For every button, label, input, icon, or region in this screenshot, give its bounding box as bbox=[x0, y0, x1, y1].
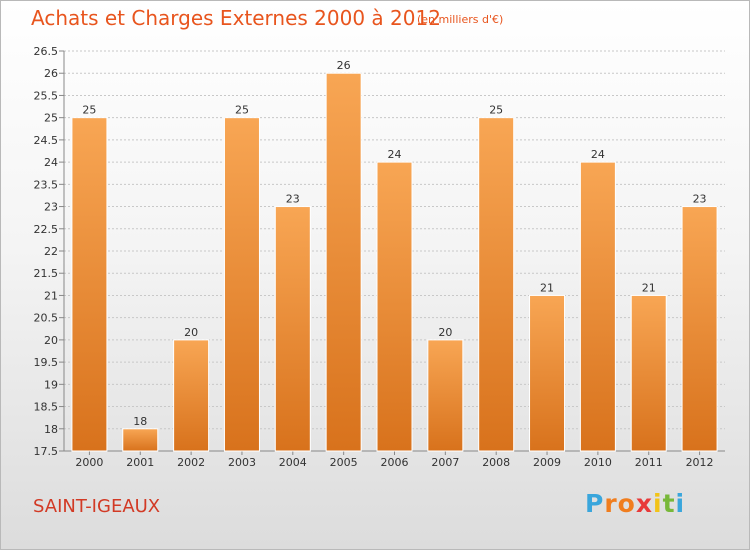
x-tick-label: 2000 bbox=[75, 456, 103, 469]
bar-value-label: 25 bbox=[82, 104, 96, 117]
chart-subtitle: (en milliers d'€) bbox=[417, 13, 504, 26]
bar-2012 bbox=[681, 206, 718, 452]
y-tick-label: 18 bbox=[44, 423, 58, 436]
bar-2001 bbox=[122, 428, 159, 452]
bar-value-label: 25 bbox=[489, 104, 503, 117]
bar-2006 bbox=[376, 161, 413, 452]
y-tick-label: 19.5 bbox=[34, 356, 59, 369]
x-tick-label: 2005 bbox=[330, 456, 358, 469]
logo-letter: o bbox=[617, 489, 636, 518]
logo-letter: t bbox=[662, 489, 676, 518]
bar-value-label: 23 bbox=[693, 193, 707, 206]
bar-value-label: 24 bbox=[388, 148, 402, 161]
bar-value-label: 20 bbox=[438, 326, 452, 339]
x-tick-label: 2002 bbox=[177, 456, 205, 469]
bar-value-label: 18 bbox=[133, 415, 147, 428]
x-tick-label: 2011 bbox=[635, 456, 663, 469]
bar-value-label: 23 bbox=[286, 193, 300, 206]
bar-2003 bbox=[223, 117, 260, 452]
bar-2011 bbox=[630, 294, 667, 452]
x-tick-label: 2009 bbox=[533, 456, 561, 469]
x-tick-label: 2004 bbox=[279, 456, 307, 469]
proxiti-logo: Proxiti bbox=[585, 489, 685, 518]
y-tick-label: 24 bbox=[44, 156, 58, 169]
bar-value-label: 20 bbox=[184, 326, 198, 339]
y-tick-label: 22.5 bbox=[34, 223, 59, 236]
logo-letter: x bbox=[635, 489, 653, 518]
bar-2005 bbox=[325, 72, 362, 452]
y-tick-label: 26 bbox=[44, 67, 58, 80]
y-tick-label: 24.5 bbox=[34, 134, 59, 147]
bar-value-label: 21 bbox=[540, 281, 554, 294]
bar-2007 bbox=[427, 339, 464, 452]
bar-value-label: 24 bbox=[591, 148, 605, 161]
bar-value-label: 26 bbox=[337, 59, 351, 72]
bar-2004 bbox=[274, 206, 311, 452]
bar-2002 bbox=[173, 339, 210, 452]
y-tick-label: 21.5 bbox=[34, 267, 59, 280]
bars bbox=[71, 72, 718, 452]
bar-value-label: 21 bbox=[642, 281, 656, 294]
y-tick-label: 23 bbox=[44, 201, 58, 214]
y-tick-label: 26.5 bbox=[34, 45, 59, 58]
y-tick-label: 19 bbox=[44, 378, 58, 391]
logo-letter: P bbox=[585, 489, 605, 518]
bar-2010 bbox=[579, 161, 616, 452]
y-tick-label: 20 bbox=[44, 334, 58, 347]
x-tick-label: 2006 bbox=[381, 456, 409, 469]
x-tick-label: 2003 bbox=[228, 456, 256, 469]
y-tick-label: 20.5 bbox=[34, 312, 59, 325]
logo-letter: r bbox=[604, 489, 618, 518]
y-tick-label: 25.5 bbox=[34, 89, 59, 102]
y-tick-label: 23.5 bbox=[34, 178, 59, 191]
x-tick-label: 2007 bbox=[431, 456, 459, 469]
y-tick-label: 25 bbox=[44, 112, 58, 125]
y-tick-label: 17.5 bbox=[34, 445, 59, 458]
chart-title: Achats et Charges Externes 2000 à 2012 bbox=[31, 6, 441, 30]
x-tick-label: 2010 bbox=[584, 456, 612, 469]
logo-letter: i bbox=[675, 489, 686, 518]
y-tick-label: 18.5 bbox=[34, 401, 59, 414]
bar-2008 bbox=[478, 117, 515, 452]
x-tick-label: 2008 bbox=[482, 456, 510, 469]
bar-2000 bbox=[71, 117, 108, 452]
y-tick-label: 21 bbox=[44, 289, 58, 302]
commune-name: SAINT-IGEAUX bbox=[33, 496, 161, 517]
x-tick-label: 2012 bbox=[686, 456, 714, 469]
bar-value-label: 25 bbox=[235, 104, 249, 117]
bar-2009 bbox=[529, 294, 566, 452]
labels: 17.5 18 18.5 19 19.5 20 20.5 21 21.5 22 22.5 23 23.5… bbox=[34, 45, 714, 469]
y-tick-label: 22 bbox=[44, 245, 58, 258]
logo-letter: i bbox=[653, 489, 663, 518]
x-tick-label: 2001 bbox=[126, 456, 154, 469]
